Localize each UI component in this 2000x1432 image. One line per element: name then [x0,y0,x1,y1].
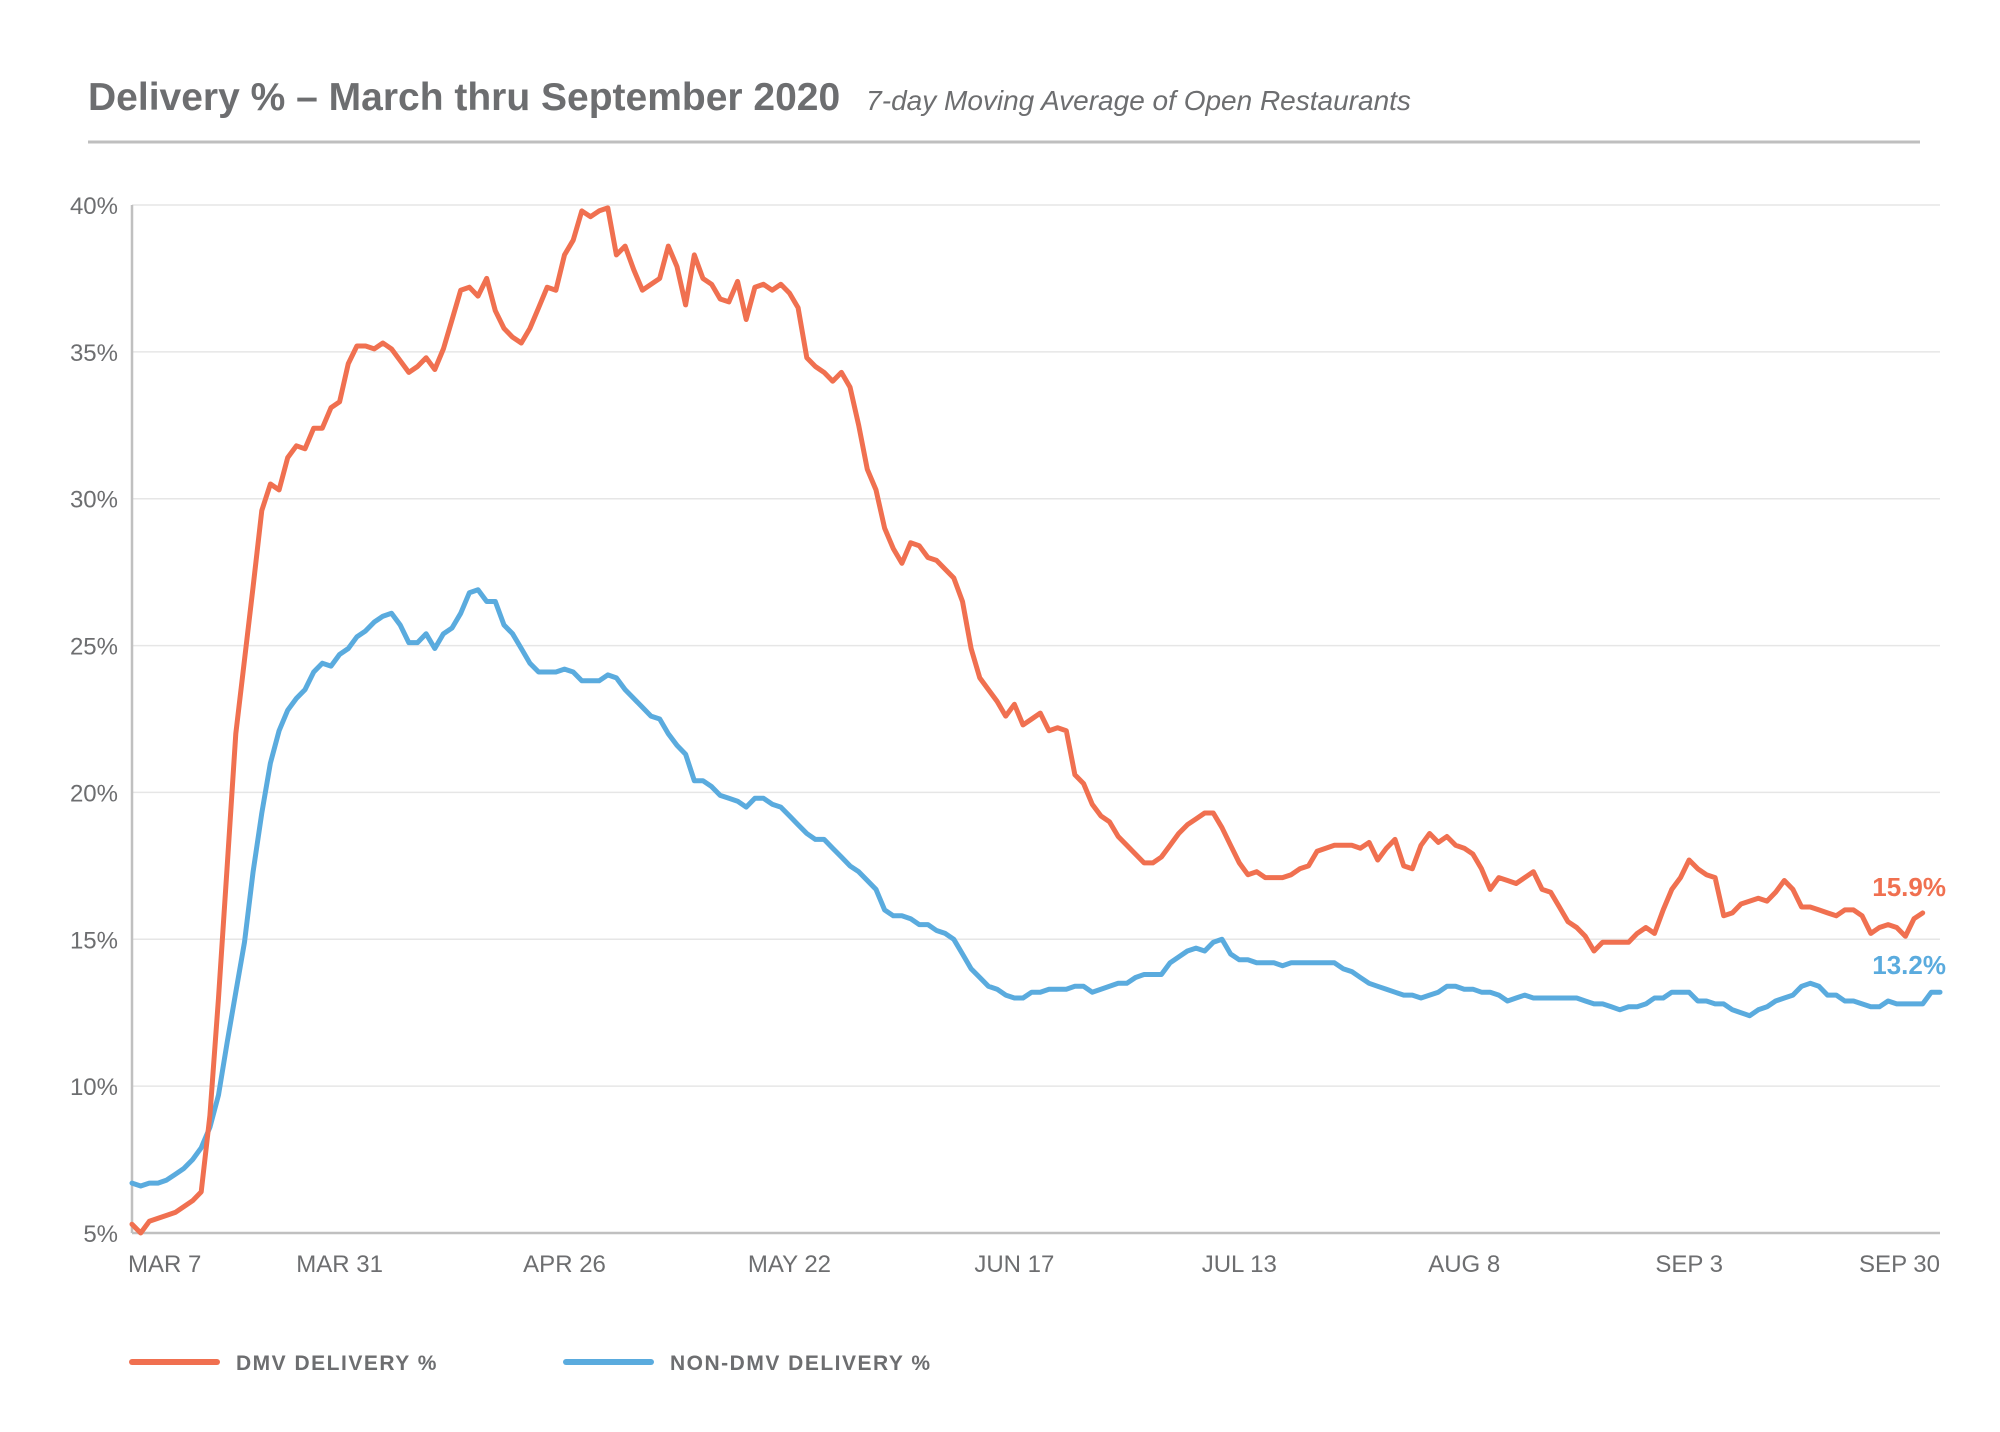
x-tick-label: APR 26 [523,1251,606,1278]
y-tick-label: 30% [70,487,118,514]
x-tick-label: JUN 17 [974,1251,1054,1278]
y-tick-label: 40% [70,193,118,220]
y-tick-label: 20% [70,780,118,807]
axes: 5% 10% 15% 20% 25% 30% 35% 40% MAR 7 MAR 31 APR 26… [70,193,1940,1278]
y-tick-label: 10% [70,1074,118,1101]
x-tick-label: SEP 30 [1859,1251,1940,1278]
x-tick-label: MAR 7 [128,1251,201,1278]
y-tick-label: 5% [83,1221,118,1248]
legend-label-non-dmv: NON-DMV DELIVERY % [670,1352,932,1375]
end-labels: 15.9% 13.2% [1872,872,1946,980]
x-tick-label: MAY 22 [748,1251,831,1278]
series-lines [129,205,1943,1236]
y-tick-label: 35% [70,340,118,367]
dmv-delivery-line [129,205,1926,1236]
dmv-end-label: 15.9% [1872,872,1946,902]
legend-label-dmv: DMV DELIVERY % [236,1352,438,1375]
y-tick-label: 15% [70,927,118,954]
legend: DMV DELIVERY % NON-DMV DELIVERY % [129,1352,932,1375]
x-tick-label: AUG 8 [1428,1251,1500,1278]
x-tick-label: JUL 13 [1202,1251,1277,1278]
non-dmv-delivery-line [129,587,1943,1189]
x-tick-label: MAR 31 [296,1251,383,1278]
non-dmv-end-label: 13.2% [1872,950,1946,980]
x-tick-label: SEP 3 [1655,1251,1723,1278]
gridlines [132,204,1940,1087]
chart-title: Delivery % – March thru September 2020 [88,76,840,119]
y-tick-label: 25% [70,634,118,661]
chart-subtitle: 7-day Moving Average of Open Restaurants [866,85,1411,116]
